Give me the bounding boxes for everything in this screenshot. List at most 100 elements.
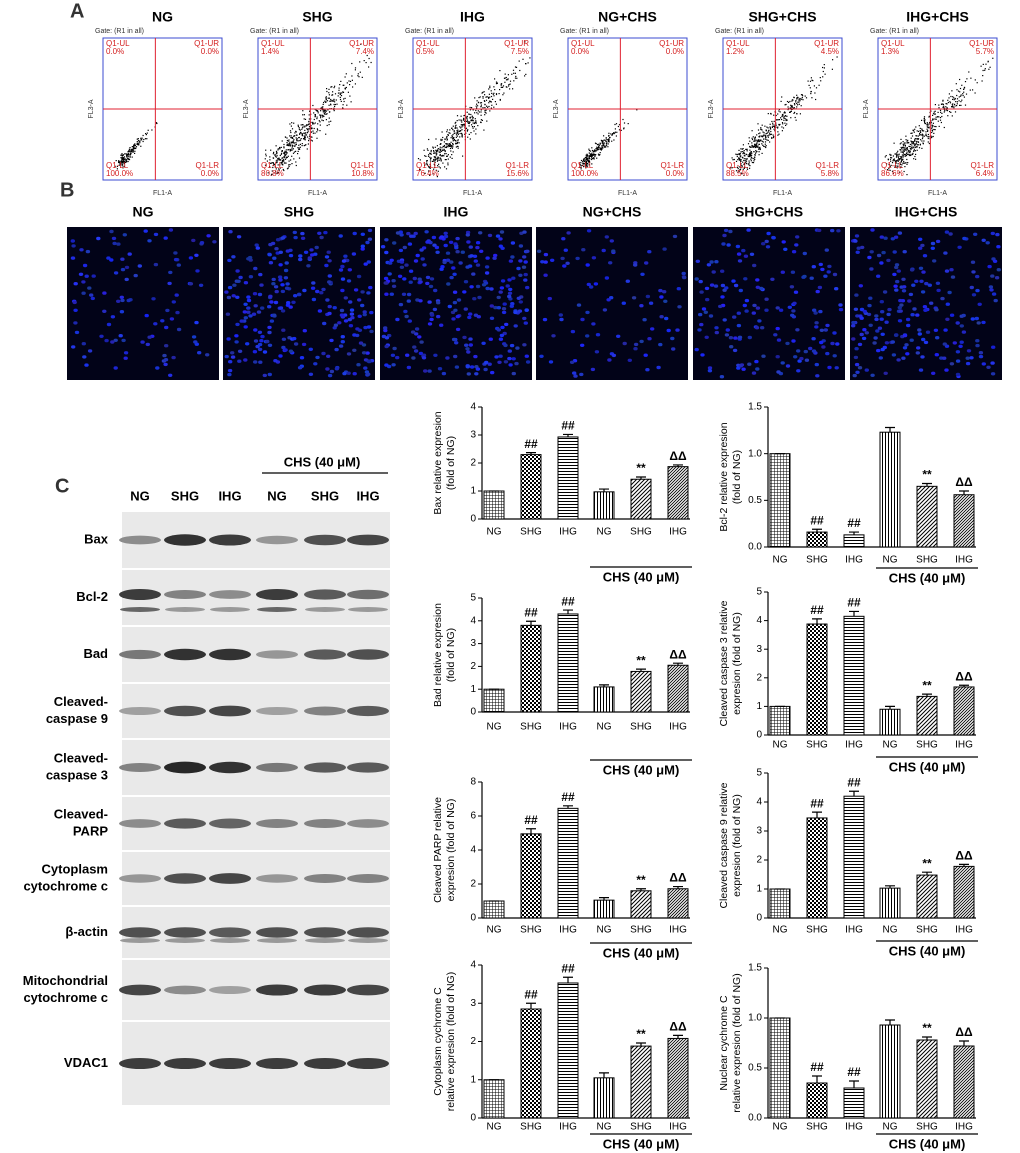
event-dot <box>308 138 310 140</box>
nucleus <box>357 314 362 318</box>
nucleus <box>313 362 318 366</box>
event-dot <box>437 157 439 159</box>
event-dot <box>320 110 322 112</box>
event-dot <box>762 131 764 133</box>
event-dot <box>598 145 600 147</box>
event-dot <box>434 146 436 148</box>
event-dot <box>304 136 307 138</box>
significance-label: ## <box>847 1065 861 1079</box>
nucleus <box>168 270 173 275</box>
nucleus <box>878 356 883 360</box>
event-dot <box>583 163 585 165</box>
event-dot <box>912 141 915 144</box>
event-dot <box>435 138 437 140</box>
nucleus <box>269 300 274 304</box>
event-dot <box>915 142 918 144</box>
event-dot <box>746 168 749 170</box>
nucleus <box>412 345 417 349</box>
event-dot <box>913 147 915 149</box>
blot-band <box>119 874 161 883</box>
nucleus <box>447 304 452 309</box>
event-dot <box>432 146 434 148</box>
nucleus <box>510 241 516 245</box>
gate-label: Gate: (R1 in all) <box>405 28 454 35</box>
nucleus <box>445 356 450 360</box>
x-tick-label: IHG <box>845 925 863 936</box>
event-dot <box>502 85 505 87</box>
nucleus <box>487 362 492 366</box>
event-dot <box>279 159 281 161</box>
error-bar <box>959 490 969 495</box>
event-dot <box>123 165 125 167</box>
nucleus <box>398 248 404 253</box>
event-dot <box>493 95 495 97</box>
event-dot <box>451 147 453 149</box>
nucleus <box>273 359 278 363</box>
nucleus <box>500 325 505 330</box>
nucleus <box>473 259 478 263</box>
event-dot <box>323 110 325 112</box>
event-dot <box>756 140 758 142</box>
nucleus <box>234 340 239 344</box>
bar <box>953 686 975 736</box>
event-dot <box>585 167 587 169</box>
event-dot <box>606 144 608 146</box>
nucleus <box>363 262 368 266</box>
event-dot <box>294 132 296 134</box>
event-dot <box>950 95 952 98</box>
event-dot <box>955 101 957 103</box>
event-dot <box>901 156 903 158</box>
nucleus <box>867 255 872 260</box>
nucleus <box>853 355 859 360</box>
event-dot <box>332 91 334 93</box>
blot-row-label: Cleaved- <box>54 750 108 765</box>
nucleus <box>451 266 456 270</box>
y-tick-label: 2 <box>470 879 476 890</box>
event-dot <box>119 160 121 162</box>
event-dot <box>281 152 283 154</box>
event-dot <box>139 140 141 142</box>
event-dot <box>155 122 157 124</box>
nucleus <box>720 295 725 299</box>
event-dot <box>898 153 900 155</box>
nucleus <box>496 306 501 310</box>
blot-band <box>164 648 206 661</box>
nucleus <box>957 245 962 249</box>
event-dot <box>462 119 464 121</box>
nucleus <box>890 340 895 344</box>
event-dot <box>595 154 597 156</box>
event-dot <box>125 160 127 162</box>
nucleus <box>119 310 125 314</box>
blot-row-label: caspase 3 <box>46 767 108 782</box>
event-dot <box>923 117 925 119</box>
event-dot <box>911 144 913 146</box>
event-dot <box>898 158 901 160</box>
event-dot <box>359 61 361 63</box>
nucleus <box>522 343 527 347</box>
nucleus <box>732 315 737 319</box>
nucleus <box>280 236 286 240</box>
event-dot <box>949 111 951 113</box>
event-dot <box>436 153 438 155</box>
event-dot <box>333 98 335 100</box>
event-dot <box>914 138 916 140</box>
y-axis-label: expresion (fold of NG) <box>731 794 743 897</box>
event-dot <box>455 142 457 144</box>
nucleus <box>498 290 503 294</box>
event-dot <box>444 150 446 153</box>
nucleus <box>439 235 445 239</box>
event-dot <box>587 159 589 162</box>
event-dot <box>923 140 925 142</box>
event-dot <box>918 147 921 149</box>
event-dot <box>754 143 756 145</box>
event-dot <box>318 120 320 122</box>
event-dot <box>932 114 934 116</box>
event-dot <box>435 169 437 171</box>
event-dot <box>140 137 142 139</box>
event-dot <box>343 98 345 100</box>
nucleus <box>340 277 346 281</box>
event-dot <box>284 155 286 157</box>
nucleus <box>876 348 881 353</box>
nucleus <box>297 292 302 296</box>
nucleus <box>283 348 288 352</box>
